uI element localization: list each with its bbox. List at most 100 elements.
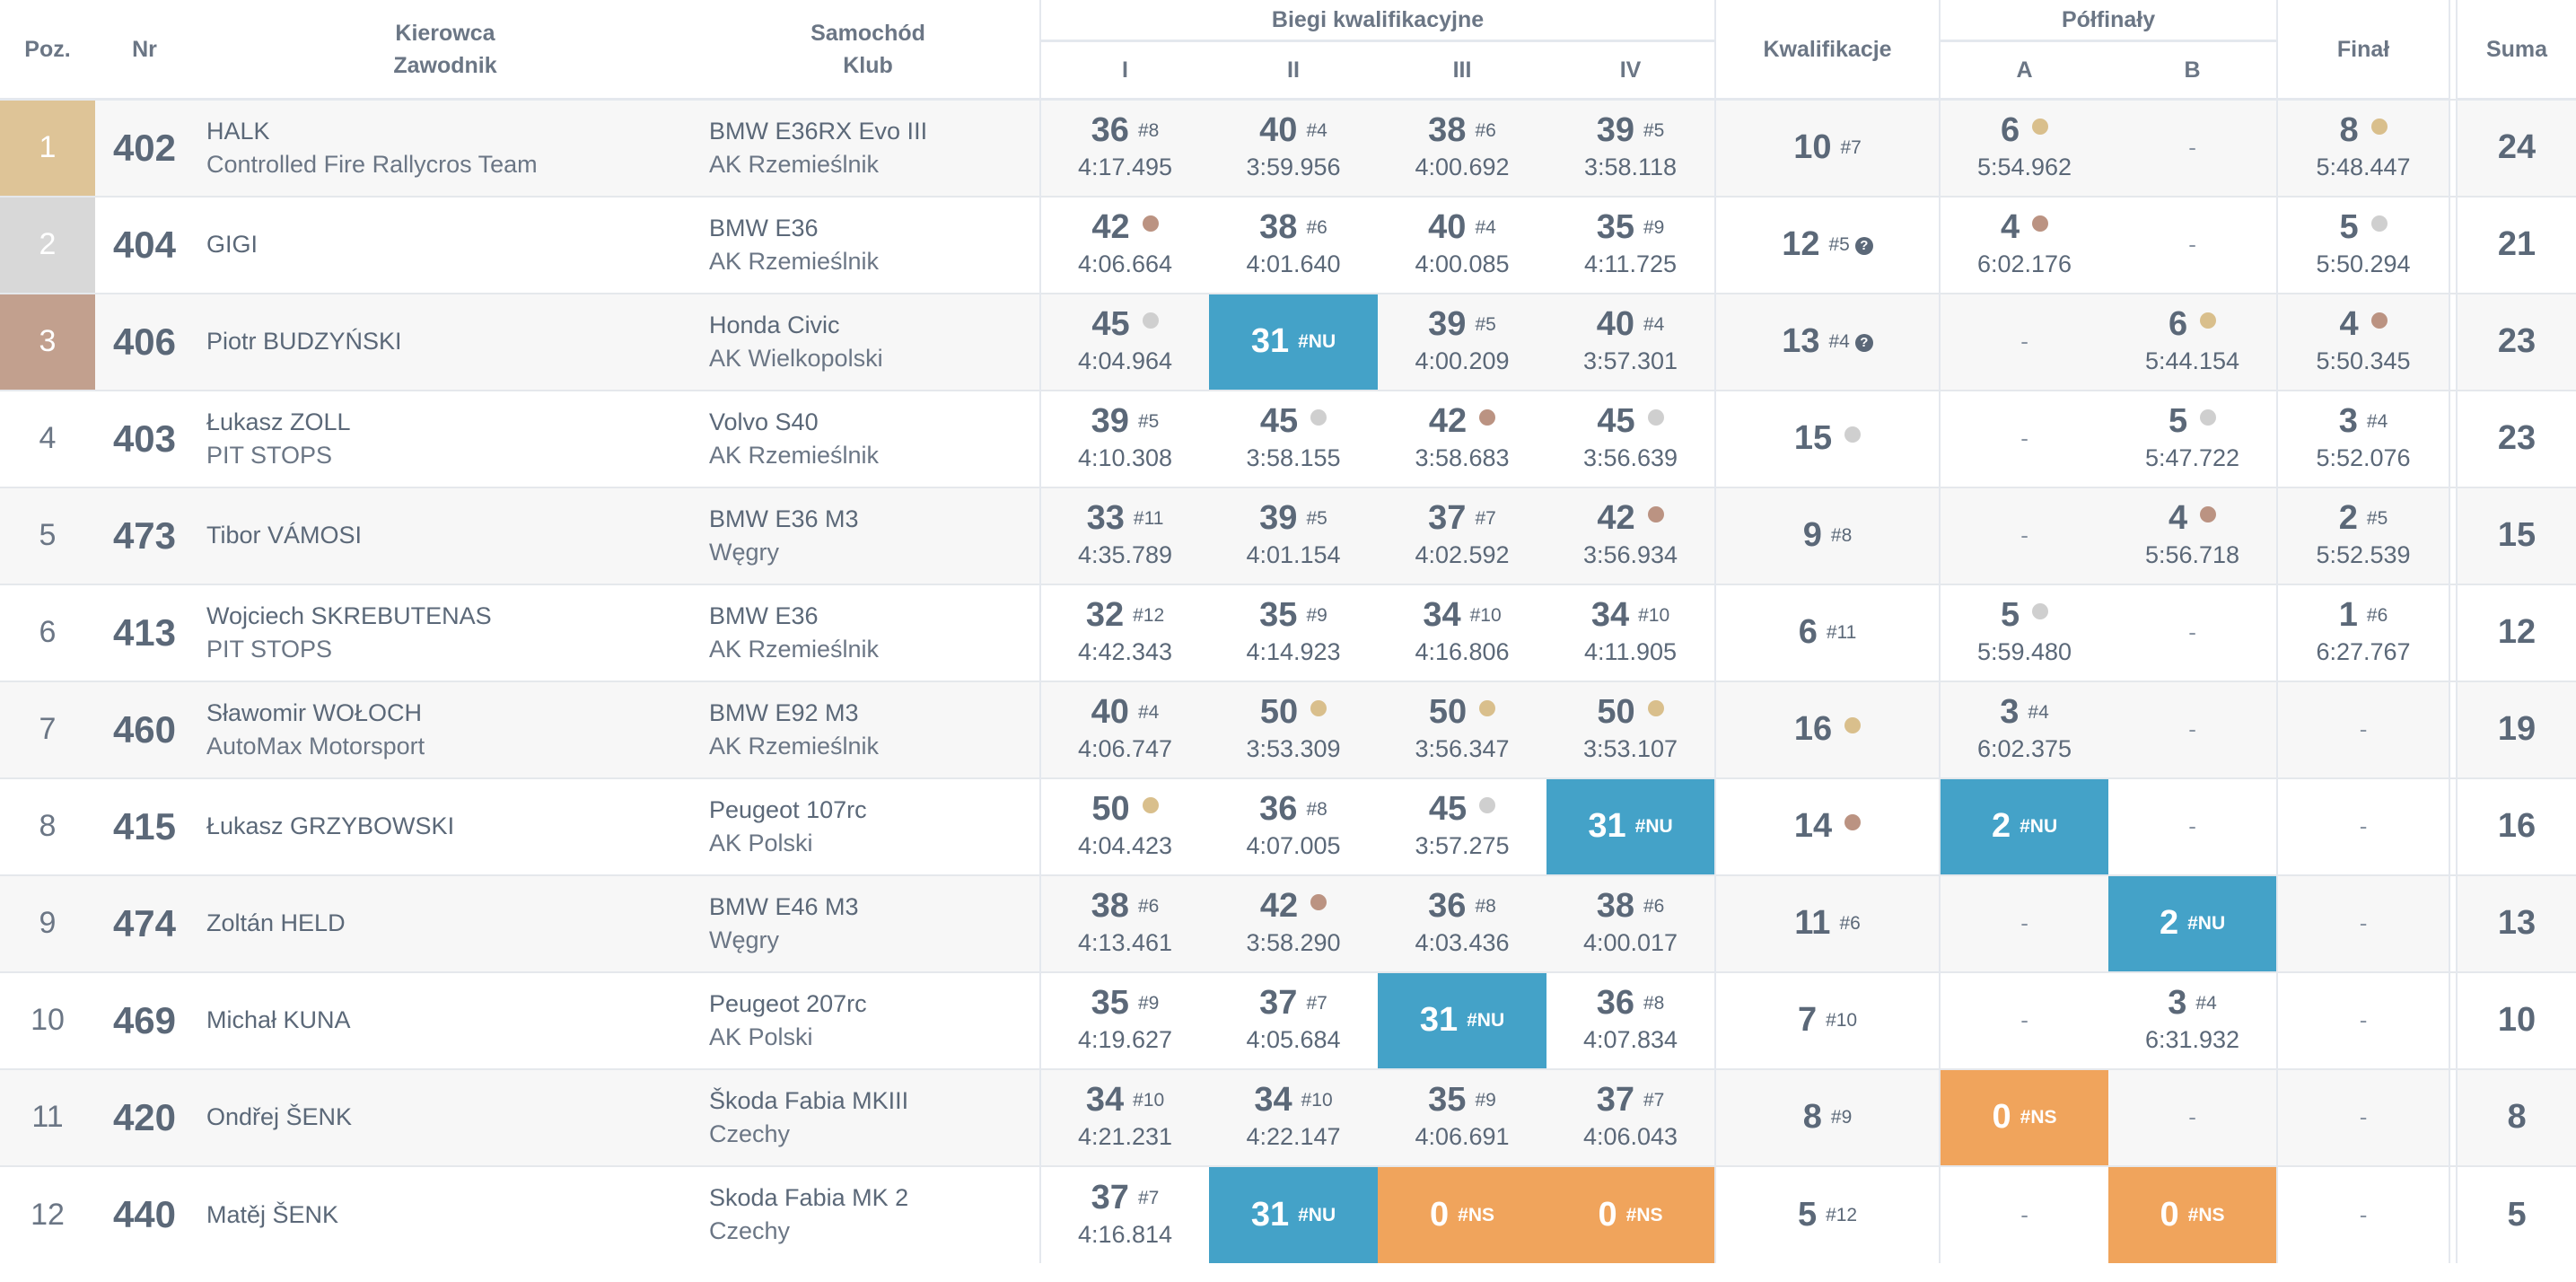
semi-a-cell[interactable]: 5 5:59.480: [1939, 583, 2109, 681]
driver-cell[interactable]: Zoltán HELD: [194, 874, 697, 972]
table-row[interactable]: 1 402 HALK Controlled Fire Rallycros Team BM…: [0, 98, 2576, 197]
heat-3-cell[interactable]: 40 #4 4:00.085: [1378, 195, 1546, 294]
kwalifikacje-cell[interactable]: 16: [1714, 680, 1941, 778]
semi-b-cell[interactable]: 5 5:47.722: [2108, 389, 2278, 487]
kwalifikacje-cell[interactable]: 10 #7: [1714, 98, 1941, 197]
kwalifikacje-cell[interactable]: 9 #8: [1714, 486, 1941, 584]
semi-b-cell[interactable]: -: [2108, 1067, 2278, 1166]
kwalifikacje-cell[interactable]: 7 #10: [1714, 970, 1941, 1069]
semi-a-cell[interactable]: 3 #4 6:02.375: [1939, 680, 2109, 778]
heat-2-cell[interactable]: 40 #4 3:59.956: [1209, 98, 1378, 197]
kwalifikacje-cell[interactable]: 5 #12: [1714, 1164, 1941, 1263]
heat-2-cell[interactable]: 31 #NU: [1209, 1164, 1378, 1263]
kwalifikacje-cell[interactable]: 6 #11: [1714, 583, 1941, 681]
table-row[interactable]: 7 460 Sławomir WOŁOCH AutoMax Motorsport BMW…: [0, 680, 2576, 778]
heat-3-cell[interactable]: 0 #NS: [1378, 1164, 1546, 1263]
heat-3-cell[interactable]: 31 #NU: [1378, 970, 1546, 1069]
final-cell[interactable]: 3 #4 5:52.076: [2276, 389, 2450, 487]
heat-4-cell[interactable]: 40 #4 3:57.301: [1546, 292, 1716, 391]
semi-a-cell[interactable]: -: [1939, 292, 2109, 391]
col-header-nr[interactable]: Nr: [95, 0, 194, 101]
final-cell[interactable]: 2 #5 5:52.539: [2276, 486, 2450, 584]
semi-b-cell[interactable]: -: [2108, 583, 2278, 681]
semi-a-cell[interactable]: -: [1939, 874, 2109, 972]
heat-2-cell[interactable]: 36 #8 4:07.005: [1209, 777, 1378, 875]
semi-a-cell[interactable]: -: [1939, 1164, 2109, 1263]
heat-2-cell[interactable]: 37 #7 4:05.684: [1209, 970, 1378, 1069]
semi-b-cell[interactable]: 6 5:44.154: [2108, 292, 2278, 391]
table-row[interactable]: 4 403 Łukasz ZOLL PIT STOPS Volvo S40 AK Rzem…: [0, 389, 2576, 487]
heat-2-cell[interactable]: 35 #9 4:14.923: [1209, 583, 1378, 681]
final-cell[interactable]: -: [2276, 1067, 2450, 1166]
final-cell[interactable]: -: [2276, 970, 2450, 1069]
driver-cell[interactable]: Michał KUNA: [194, 970, 697, 1069]
heat-2-cell[interactable]: 50 3:53.309: [1209, 680, 1378, 778]
heat-4-cell[interactable]: 45 3:56.639: [1546, 389, 1716, 487]
semi-a-cell[interactable]: -: [1939, 389, 2109, 487]
heat-1-cell[interactable]: 39 #5 4:10.308: [1039, 389, 1209, 487]
heat-1-cell[interactable]: 38 #6 4:13.461: [1039, 874, 1209, 972]
info-icon[interactable]: ?: [1854, 334, 1873, 352]
driver-cell[interactable]: Wojciech SKREBUTENAS PIT STOPS: [194, 583, 697, 681]
kwalifikacje-cell[interactable]: 14: [1714, 777, 1941, 875]
kwalifikacje-cell[interactable]: 11 #6: [1714, 874, 1941, 972]
heat-2-cell[interactable]: 38 #6 4:01.640: [1209, 195, 1378, 294]
semi-a-cell[interactable]: 4 6:02.176: [1939, 195, 2109, 294]
heat-1-cell[interactable]: 37 #7 4:16.814: [1039, 1164, 1209, 1263]
semi-a-cell[interactable]: -: [1939, 970, 2109, 1069]
heat-1-cell[interactable]: 36 #8 4:17.495: [1039, 98, 1209, 197]
heat-1-cell[interactable]: 34 #10 4:21.231: [1039, 1067, 1209, 1166]
heat-4-cell[interactable]: 36 #8 4:07.834: [1546, 970, 1716, 1069]
col-header-heat-3[interactable]: III: [1378, 40, 1546, 101]
col-header-heat-2[interactable]: II: [1209, 40, 1378, 101]
heat-1-cell[interactable]: 33 #11 4:35.789: [1039, 486, 1209, 584]
heat-1-cell[interactable]: 32 #12 4:42.343: [1039, 583, 1209, 681]
driver-cell[interactable]: Sławomir WOŁOCH AutoMax Motorsport: [194, 680, 697, 778]
semi-b-cell[interactable]: 4 5:56.718: [2108, 486, 2278, 584]
semi-b-cell[interactable]: -: [2108, 777, 2278, 875]
heat-3-cell[interactable]: 35 #9 4:06.691: [1378, 1067, 1546, 1166]
semi-a-cell[interactable]: -: [1939, 486, 2109, 584]
heat-3-cell[interactable]: 34 #10 4:16.806: [1378, 583, 1546, 681]
heat-3-cell[interactable]: 38 #6 4:00.692: [1378, 98, 1546, 197]
final-cell[interactable]: -: [2276, 777, 2450, 875]
semi-a-cell[interactable]: 6 5:54.962: [1939, 98, 2109, 197]
col-header-heat-1[interactable]: I: [1039, 40, 1209, 101]
heat-2-cell[interactable]: 34 #10 4:22.147: [1209, 1067, 1378, 1166]
table-row[interactable]: 6 413 Wojciech SKREBUTENAS PIT STOPS BMW E36…: [0, 583, 2576, 681]
col-header-heat-4[interactable]: IV: [1546, 40, 1716, 101]
driver-cell[interactable]: Tibor VÁMOSI: [194, 486, 697, 584]
heat-4-cell[interactable]: 42 3:56.934: [1546, 486, 1716, 584]
driver-cell[interactable]: Łukasz GRZYBOWSKI: [194, 777, 697, 875]
heat-1-cell[interactable]: 40 #4 4:06.747: [1039, 680, 1209, 778]
col-header-kwalifikacje[interactable]: Kwalifikacje: [1714, 0, 1941, 101]
semi-b-cell[interactable]: 2 #NU: [2108, 874, 2278, 972]
table-row[interactable]: 12 440 Matěj ŠENK Skoda Fabia MK 2 Czechy 37 #…: [0, 1164, 2576, 1263]
driver-cell[interactable]: Piotr BUDZYŃSKI: [194, 292, 697, 391]
heat-4-cell[interactable]: 31 #NU: [1546, 777, 1716, 875]
final-cell[interactable]: 5 5:50.294: [2276, 195, 2450, 294]
heat-1-cell[interactable]: 50 4:04.423: [1039, 777, 1209, 875]
table-row[interactable]: 11 420 Ondřej ŠENK Škoda Fabia MKIII Czechy 3…: [0, 1067, 2576, 1166]
heat-4-cell[interactable]: 35 #9 4:11.725: [1546, 195, 1716, 294]
heat-4-cell[interactable]: 34 #10 4:11.905: [1546, 583, 1716, 681]
final-cell[interactable]: 1 #6 6:27.767: [2276, 583, 2450, 681]
heat-1-cell[interactable]: 42 4:06.664: [1039, 195, 1209, 294]
driver-cell[interactable]: HALK Controlled Fire Rallycros Team: [194, 98, 697, 197]
driver-cell[interactable]: Matěj ŠENK: [194, 1164, 697, 1263]
heat-4-cell[interactable]: 0 #NS: [1546, 1164, 1716, 1263]
semi-a-cell[interactable]: 0 #NS: [1939, 1067, 2109, 1166]
table-row[interactable]: 10 469 Michał KUNA Peugeot 207rc AK Polski 35…: [0, 970, 2576, 1069]
col-header-sum[interactable]: Suma: [2457, 0, 2576, 101]
kwalifikacje-cell[interactable]: 13 #4?: [1714, 292, 1941, 391]
semi-b-cell[interactable]: 0 #NS: [2108, 1164, 2278, 1263]
heat-3-cell[interactable]: 39 #5 4:00.209: [1378, 292, 1546, 391]
semi-b-cell[interactable]: -: [2108, 680, 2278, 778]
final-cell[interactable]: -: [2276, 1164, 2450, 1263]
col-header-car[interactable]: Samochód Klub: [697, 0, 1040, 101]
heat-4-cell[interactable]: 50 3:53.107: [1546, 680, 1716, 778]
heat-3-cell[interactable]: 37 #7 4:02.592: [1378, 486, 1546, 584]
table-row[interactable]: 8 415 Łukasz GRZYBOWSKI Peugeot 107rc AK Pol…: [0, 777, 2576, 875]
col-header-poz[interactable]: Poz.: [0, 0, 95, 101]
heat-3-cell[interactable]: 50 3:56.347: [1378, 680, 1546, 778]
